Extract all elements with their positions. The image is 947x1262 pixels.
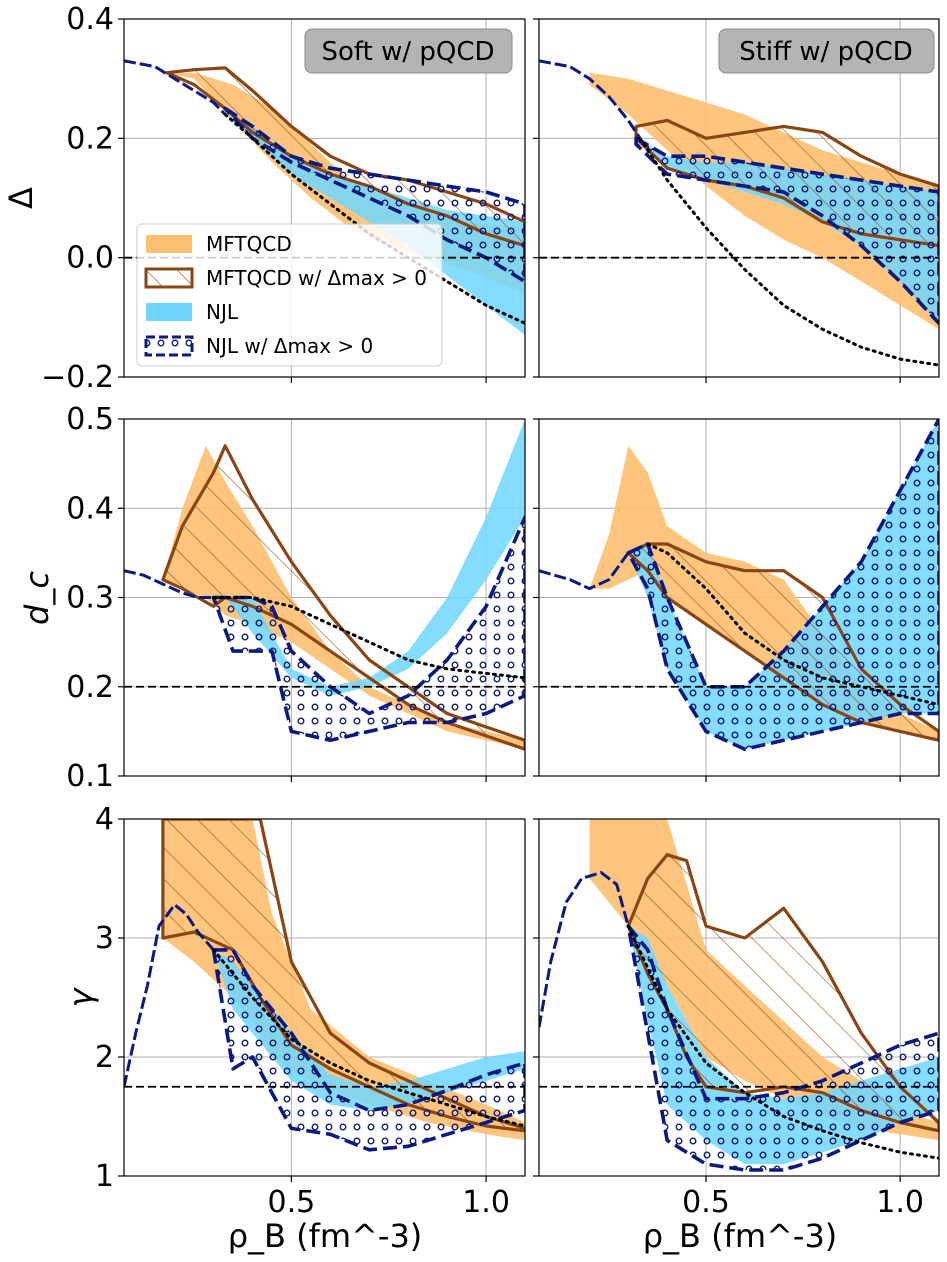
shared-curve (124, 59, 227, 116)
ytick-label: 0.2 (66, 121, 114, 156)
njl-dots-band (223, 106, 525, 284)
shared-curve (539, 59, 642, 140)
ytick-label: 1 (95, 1159, 114, 1194)
conformal-line (646, 542, 939, 707)
ytick-label: 2 (95, 1040, 114, 1075)
legend-swatch-hatch (144, 267, 194, 289)
njl-dots-band (626, 924, 939, 1172)
axes-frame (538, 818, 940, 1177)
svg-text:MFTQCD w/ Δmax > 0: MFTQCD w/ Δmax > 0 (206, 266, 427, 290)
xtick-label: 1.0 (462, 1185, 510, 1220)
shared-curve (124, 569, 214, 599)
ticks: 0.5 1.0 (533, 818, 924, 1220)
legend-swatch-orange (146, 235, 192, 253)
ylabel-gamma: γ (62, 986, 100, 1007)
xlabel-left: ρ_B (fm^-3) (228, 1217, 423, 1255)
ticks: 0.1 0.2 0.3 0.4 0.5 (66, 402, 487, 794)
ytick-label: −0.2 (41, 360, 114, 395)
legend-item-mftqcd-hatch: MFTQCD w/ Δmax > 0 (144, 266, 427, 290)
legend-item-njl-dots: NJL w/ Δmax > 0 (144, 334, 373, 358)
axes-frame (123, 18, 526, 378)
axes-frame (538, 18, 940, 378)
ytick-label: 0.4 (66, 491, 114, 526)
ytick-label: 4 (95, 802, 114, 837)
ytick-label: 0.5 (66, 402, 114, 437)
shared-curve (124, 902, 215, 1088)
conformal-line (212, 596, 525, 680)
ytick-label: 0.3 (66, 581, 114, 616)
svg-text:Stiff w/ pQCD: Stiff w/ pQCD (739, 37, 913, 67)
panel-r2-c1: 0.5 1.0 (533, 818, 940, 1220)
panel-r2-c0: 0.5 1.0 1 2 3 4 (95, 802, 526, 1220)
panel-r0-c1 (533, 18, 940, 383)
ylabel-dc: d_c (18, 571, 56, 625)
ytick-label: 0.1 (66, 759, 114, 794)
column-title-stiff: Stiff w/ pQCD (718, 28, 935, 74)
xtick-label: 0.5 (268, 1185, 316, 1220)
shared-curve (539, 542, 649, 591)
ticks (533, 418, 901, 782)
xtick-label: 0.5 (682, 1185, 730, 1220)
conformal-line (212, 948, 525, 1128)
mftqcd-hatch-band (161, 819, 525, 1133)
svg-text:NJL: NJL (206, 300, 239, 324)
column-title-soft: Soft w/ pQCD (304, 28, 513, 74)
ytick-label: 0.2 (66, 670, 114, 705)
ylabel-delta: Δ (2, 187, 40, 209)
axes-frame (123, 818, 526, 1177)
shared-curve (539, 870, 630, 1028)
njl-dots-band (211, 948, 525, 1152)
xlabel-right: ρ_B (fm^-3) (643, 1217, 838, 1255)
ytick-label: 3 (95, 921, 114, 956)
legend-item-njl: NJL (146, 300, 239, 324)
conformal-line (638, 136, 939, 367)
ytick-label: 0.4 (66, 2, 114, 37)
njl-dots-band (211, 515, 525, 743)
ticks: 0.5 1.0 1 2 3 4 (95, 802, 510, 1220)
ytick-label: 0.0 (66, 241, 114, 276)
njl-dots-band (634, 136, 939, 326)
svg-text:NJL w/ Δmax > 0: NJL w/ Δmax > 0 (206, 334, 373, 358)
ticks: −0.2 0.0 0.2 0.4 (41, 2, 487, 395)
conformal-line (626, 924, 939, 1160)
svg-text:Soft w/ pQCD: Soft w/ pQCD (322, 37, 495, 67)
ticks (533, 18, 901, 383)
legend-swatch-blue (146, 303, 192, 321)
legend: MFTQCD MFTQCD w/ Δmax > 0 NJL NJL w/ Δma… (136, 223, 443, 367)
njl-band (225, 419, 525, 696)
svg-text:MFTQCD: MFTQCD (206, 232, 292, 256)
conformal-line (223, 113, 525, 325)
legend-swatch-dots (144, 335, 194, 357)
panel-r1-c0: 0.1 0.2 0.3 0.4 0.5 (66, 402, 526, 794)
panel-r1-c1 (533, 418, 940, 782)
xtick-label: 1.0 (876, 1185, 924, 1220)
legend-item-mftqcd: MFTQCD (146, 232, 292, 256)
